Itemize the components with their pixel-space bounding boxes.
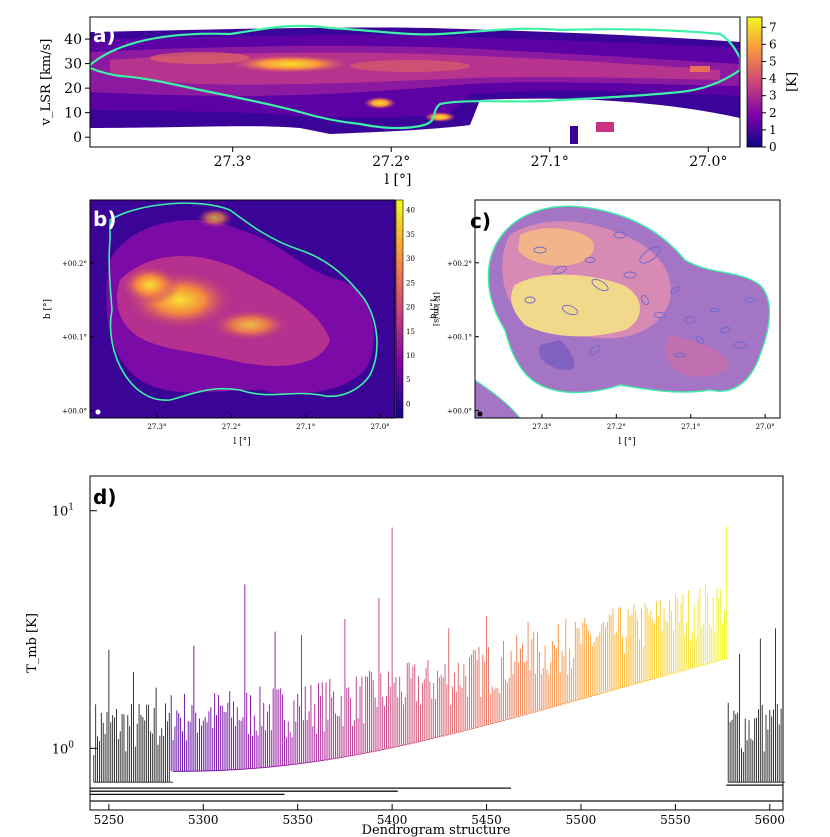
x-tick-label: 27.2° bbox=[607, 423, 626, 431]
panel-c-structure-map: c) +00.0°+00.1°+00.2° 27.3° 27.2° 27.1° 27.… bbox=[430, 199, 781, 447]
colorbar-tick-label: 7 bbox=[769, 20, 777, 34]
colorbar-tick-label: 25 bbox=[406, 279, 415, 287]
colorbar-tick-label: 35 bbox=[406, 231, 415, 239]
panel-a-colorbar bbox=[746, 16, 763, 148]
panel-c-image bbox=[475, 200, 780, 418]
panel-b-x-ticks: 27.3° 27.2° 27.1° 27.0° bbox=[147, 414, 390, 431]
panel-b-beam bbox=[95, 409, 101, 415]
panel-b-colorbar-label: [K km/s] bbox=[432, 292, 440, 326]
colorbar-tick-label: 0 bbox=[769, 140, 777, 154]
y-tick-label: 20 bbox=[64, 81, 82, 97]
colorbar-tick-label: 5 bbox=[406, 376, 410, 384]
colorbar-tick-label: 0 bbox=[406, 400, 410, 408]
panel-c-beam bbox=[477, 411, 483, 417]
panel-b-colorbar-ticks: 0 5 10 15 20 25 30 35 40 bbox=[406, 207, 415, 409]
panel-d-xlabel: Dendrogram structure bbox=[362, 823, 511, 837]
x-tick-label: 27.2° bbox=[222, 423, 241, 431]
colorbar-tick-label: 4 bbox=[769, 72, 777, 86]
panel-c-xlabel: l [°] bbox=[618, 437, 635, 447]
x-tick-label: 27.3° bbox=[532, 423, 551, 431]
panel-a-xlabel: l [°] bbox=[385, 172, 412, 188]
panel-a-image bbox=[90, 17, 740, 147]
panel-a-tag: a) bbox=[93, 23, 116, 47]
colorbar-tick-label: 10 bbox=[406, 352, 415, 360]
panel-d-ylabel: T_mb [K] bbox=[25, 613, 40, 673]
colorbar-tick-label: 6 bbox=[769, 37, 777, 51]
x-tick-label: 5250 bbox=[94, 813, 125, 827]
y-tick-label: 30 bbox=[64, 57, 82, 73]
y-tick-label: +00.2° bbox=[447, 260, 472, 268]
panel-b-ylabel: b [°] bbox=[43, 299, 53, 319]
x-tick-label: 5550 bbox=[660, 813, 691, 827]
x-tick-label: 27.2° bbox=[372, 154, 410, 170]
y-tick-label: 0 bbox=[73, 130, 82, 146]
y-tick-label: 40 bbox=[64, 32, 82, 48]
panel-b-integrated-map: b) +00.0°+00.1°+00.2° 27.3° 27.2° 27.1° 27.… bbox=[43, 199, 440, 447]
colorbar-tick-label: 3 bbox=[769, 89, 777, 103]
x-tick-label: 27.3° bbox=[214, 154, 252, 170]
panel-d-y-ticks: 100 101 bbox=[52, 503, 97, 757]
colorbar-tick-label: 30 bbox=[406, 255, 415, 263]
x-tick-label: 27.0° bbox=[689, 154, 727, 170]
x-tick-label: 27.3° bbox=[147, 423, 166, 431]
colorbar-tick-label: 40 bbox=[406, 207, 415, 215]
panel-a-ylabel: v_LSR [km/s] bbox=[39, 39, 54, 127]
x-tick-label: 27.1° bbox=[681, 423, 700, 431]
colorbar-tick-label: 2 bbox=[769, 106, 777, 120]
colorbar-tick-label: 5 bbox=[769, 54, 777, 68]
colorbar-tick-label: 20 bbox=[406, 304, 415, 312]
colorbar-tick-label: 15 bbox=[406, 328, 415, 336]
x-tick-label: 5600 bbox=[755, 813, 786, 827]
x-tick-label: 5400 bbox=[377, 813, 408, 827]
colorbar-tick-label: 1 bbox=[769, 123, 777, 137]
panel-a-x-ticks: 27.3° 27.2° 27.1° 27.0° bbox=[214, 147, 727, 170]
panel-b-y-ticks: +00.0° +00.1° +00.2° bbox=[62, 260, 94, 416]
y-tick-label: 100 bbox=[52, 740, 75, 757]
x-tick-label: 27.1° bbox=[296, 423, 315, 431]
panel-a-colorbar-label: [K] bbox=[785, 72, 800, 92]
panel-c-y-ticks: +00.0° +00.1° +00.2° bbox=[447, 260, 479, 416]
panel-d-x-ticks: 5250 5300 5350 5400 5450 5500 5550 5600 bbox=[94, 804, 785, 827]
x-tick-label: 27.1° bbox=[531, 154, 569, 170]
panel-b-colorbar bbox=[395, 199, 404, 419]
y-tick-label: +00.0° bbox=[62, 408, 87, 416]
panel-b-xlabel: l [°] bbox=[233, 437, 250, 447]
panel-c-x-ticks: 27.3° 27.2° 27.1° 27.0° bbox=[532, 414, 775, 431]
panel-a-y-ticks: 0 10 20 30 40 bbox=[64, 32, 90, 146]
panel-d-tag: d) bbox=[93, 485, 116, 509]
panel-c-ylabel: b [°] bbox=[430, 299, 439, 319]
y-tick-label: 10 bbox=[64, 106, 82, 122]
x-tick-label: 5350 bbox=[282, 813, 313, 827]
x-tick-label: 27.0° bbox=[371, 423, 390, 431]
x-tick-label: 5300 bbox=[188, 813, 219, 827]
y-tick-label: +00.0° bbox=[447, 408, 472, 416]
panel-d-dendrogram: 5250 5300 5350 5400 5450 5500 5550 5600 100101 … bbox=[25, 475, 785, 837]
panel-c-tag: c) bbox=[470, 209, 491, 233]
y-tick-label: 101 bbox=[52, 503, 74, 520]
x-tick-label: 5500 bbox=[566, 813, 597, 827]
panel-d-branches bbox=[90, 526, 785, 802]
panel-b-tag: b) bbox=[93, 207, 116, 231]
panel-b-image bbox=[90, 200, 395, 418]
y-tick-label: +00.2° bbox=[62, 260, 87, 268]
y-tick-label: +00.1° bbox=[62, 334, 87, 342]
x-tick-label: 27.0° bbox=[756, 423, 775, 431]
x-tick-label: 5450 bbox=[471, 813, 502, 827]
y-tick-label: +00.1° bbox=[447, 334, 472, 342]
panel-a-colorbar-ticks: 0 1 2 3 4 5 6 7 bbox=[762, 20, 777, 154]
